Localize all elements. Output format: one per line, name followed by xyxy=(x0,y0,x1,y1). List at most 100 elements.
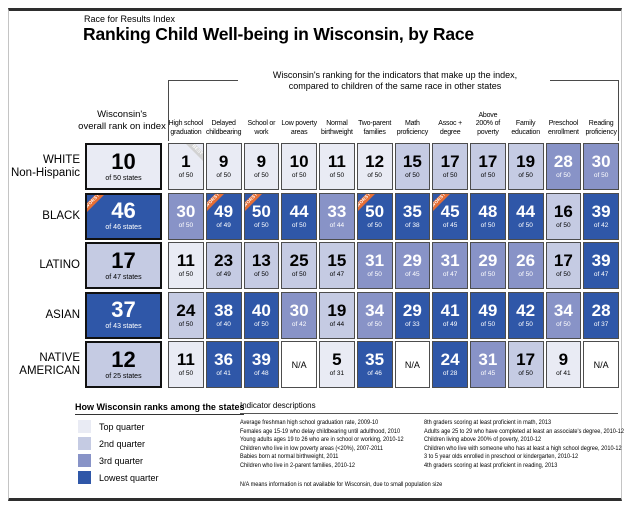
column-header: Delayed childbearing xyxy=(205,120,242,136)
indicator-row: 11 of 50 36 of 41 39 of 48 N/A 5 of 31 35 of 46 N/A… xyxy=(168,341,619,388)
na-footnote: N/A means information is not available f… xyxy=(240,481,443,488)
rank-denominator: of 43 states xyxy=(105,323,142,330)
column-header: Assoc + degree xyxy=(438,120,462,136)
legend-swatch xyxy=(78,471,91,484)
column-header: Math proficiency xyxy=(396,120,428,136)
rank-value: 5 xyxy=(332,350,342,369)
overall-rank-cell: 12 of 25 states xyxy=(85,341,162,388)
rank-value: 25 xyxy=(289,251,309,270)
rank-value: 10 xyxy=(111,148,136,174)
rank-value: 31 xyxy=(440,251,460,270)
rank-denominator: of 41 xyxy=(556,370,571,377)
rank-value: 17 xyxy=(553,251,573,270)
indicator-cell: 30 of 50 xyxy=(168,192,204,240)
rank-value: 50 xyxy=(365,201,385,221)
rank-denominator: of 46 states xyxy=(105,224,142,231)
rank-value: 15 xyxy=(402,152,422,171)
rank-denominator: of 45 xyxy=(480,370,496,377)
rank-denominator: of 48 xyxy=(254,370,269,377)
indicator-cell: 39 of 47 xyxy=(583,242,619,289)
indicator-cell: 42 of 50 xyxy=(507,291,544,339)
overall-header-line1: Wisconsin's xyxy=(97,109,147,120)
indicator-cell: WORST 45 of 45 xyxy=(432,192,468,240)
rank-value: 39 xyxy=(251,350,271,369)
column-header: Low poverty areas xyxy=(281,120,317,136)
overall-header-line2: overall rank on index xyxy=(78,121,166,132)
indicator-cell: 11 of 50 xyxy=(168,242,204,289)
legend-item: Top quarter xyxy=(78,420,159,433)
rank-denominator: of 50 xyxy=(518,221,533,229)
rank-denominator: of 50 xyxy=(178,172,194,179)
rank-denominator: of 50 xyxy=(518,271,533,278)
rank-value: 31 xyxy=(478,350,498,369)
rank-value: 1 xyxy=(181,152,191,171)
indicator-description: Adults age 25 to 29 who have completed a… xyxy=(424,427,624,435)
indicator-cell: 31 of 47 xyxy=(432,242,468,289)
indicator-cell: N/A xyxy=(583,341,619,388)
rank-value: 34 xyxy=(365,300,385,320)
rank-denominator: of 33 xyxy=(405,320,420,328)
rank-denominator: of 50 xyxy=(216,172,231,179)
indicator-description: Children who live in 2-parent families, … xyxy=(240,461,355,469)
indicator-cell: 10 of 50 xyxy=(281,143,317,190)
indicator-cell: 23 of 49 xyxy=(205,242,242,289)
rank-denominator: of 50 xyxy=(291,221,307,229)
rank-value: 17 xyxy=(516,350,536,369)
rank-denominator: of 50 xyxy=(556,172,571,179)
table-subtitle-line1: Wisconsin's ranking for the indicators t… xyxy=(272,70,518,80)
legend-item: Lowest quarter xyxy=(78,471,159,484)
indicator-row: 24 of 50 38 of 40 40 of 50 30 of 42 19 of 44 34 of … xyxy=(168,291,619,339)
subtitle-bracket-drop-left xyxy=(168,80,169,141)
column-header: Preschool enrollment xyxy=(548,120,579,136)
rank-value: 45 xyxy=(440,201,460,221)
rank-denominator: of 47 xyxy=(442,271,458,278)
indicator-cell: 40 of 50 xyxy=(243,291,280,339)
rank-value: 30 xyxy=(176,201,196,221)
rank-value: 49 xyxy=(478,300,498,320)
rank-value: 38 xyxy=(214,300,234,320)
rank-denominator: of 42 xyxy=(593,221,609,229)
rank-value: 44 xyxy=(516,201,536,221)
indicator-cell: 28 of 37 xyxy=(583,291,619,339)
rank-value: 12 xyxy=(111,346,136,372)
indicator-cell: 49 of 50 xyxy=(470,291,506,339)
rank-value: 24 xyxy=(440,350,460,369)
row-label: BLACK xyxy=(42,209,80,222)
indicator-cell: N/A xyxy=(394,341,431,388)
rank-value: 39 xyxy=(591,251,611,270)
rank-denominator: of 50 xyxy=(518,320,533,328)
rank-denominator: of 50 xyxy=(367,172,382,179)
indicator-cell: 24 of 28 xyxy=(432,341,468,388)
rank-denominator: of 50 xyxy=(367,271,382,278)
indicator-cell: 13 of 50 xyxy=(243,242,280,289)
rank-denominator: of 50 xyxy=(178,221,194,229)
rank-denominator: of 44 xyxy=(329,320,345,328)
indicator-cell: 34 of 50 xyxy=(545,291,582,339)
rank-value: 19 xyxy=(516,152,536,171)
rank-denominator: of 50 xyxy=(367,320,382,328)
rank-denominator: of 38 xyxy=(405,221,420,229)
legend-swatch xyxy=(78,420,91,433)
indicator-cell: 17 of 50 xyxy=(470,143,506,190)
indicator-cell: WORST 49 of 49 xyxy=(205,192,242,240)
rank-value: 9 xyxy=(218,152,229,171)
indicator-description: Children living above 200% of poverty, 2… xyxy=(424,436,542,444)
indicator-descriptions-heading: Indicator descriptions xyxy=(240,401,316,410)
indicator-cell: 36 of 41 xyxy=(205,341,242,388)
indicator-cell: 41 of 49 xyxy=(432,291,468,339)
indicator-cell: N/A xyxy=(281,341,317,388)
indicator-cell: 31 of 45 xyxy=(470,341,506,388)
rank-value: 36 xyxy=(214,350,234,369)
subtitle-bracket-drop-right xyxy=(618,80,619,141)
rank-denominator: of 50 xyxy=(518,370,533,377)
column-header: School or work xyxy=(247,120,276,136)
legend: Top quarter 2nd quarter 3rd quarter Lowest … xyxy=(78,420,159,488)
rank-value: 26 xyxy=(516,251,536,270)
rank-value: 37 xyxy=(111,297,136,322)
rank-denominator: of 37 xyxy=(593,320,609,328)
rank-denominator: of 50 xyxy=(254,221,269,229)
rank-denominator: of 50 xyxy=(480,271,496,278)
rank-denominator: of 50 xyxy=(254,172,269,179)
rank-value: 11 xyxy=(327,152,346,171)
